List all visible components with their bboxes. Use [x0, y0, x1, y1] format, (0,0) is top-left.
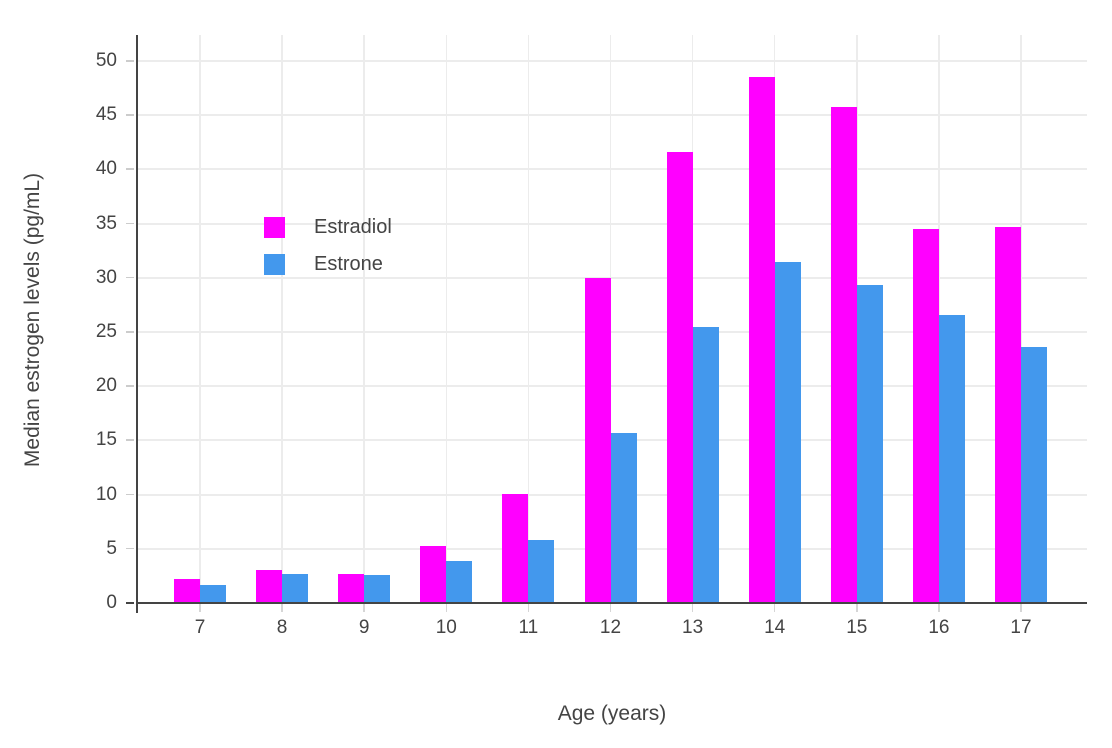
legend: Estradiol Estrone	[264, 216, 392, 276]
y-tick-20	[126, 385, 134, 387]
y-axis-title: Median estrogen levels (pg/mL)	[21, 172, 44, 468]
bar-estrone-age-15[interactable]	[856, 285, 883, 603]
x-tick-label-16: 16	[928, 617, 950, 638]
gridline-x-11	[527, 35, 530, 603]
bar-estradiol-age-7[interactable]	[174, 579, 200, 603]
x-tick-14	[773, 604, 776, 612]
x-tick-16	[938, 604, 940, 612]
y-tick-0	[126, 602, 134, 604]
y-tick-label-5: 5	[106, 537, 117, 559]
gridline-x-8	[281, 35, 283, 603]
bar-estradiol-age-8[interactable]	[256, 570, 283, 603]
x-tick-label-13: 13	[682, 617, 704, 638]
bar-estradiol-age-14[interactable]	[748, 77, 775, 603]
y-tick-10	[126, 493, 134, 496]
x-tick-17	[1020, 604, 1022, 612]
gridline-x-17	[1020, 35, 1022, 603]
bar-estradiol-age-11[interactable]	[502, 493, 529, 603]
gridline-x-9	[363, 35, 365, 603]
x-tick-label-11: 11	[518, 617, 539, 638]
y-tick-label-10: 10	[95, 483, 117, 505]
x-tick-12	[609, 604, 612, 612]
bar-estrone-age-12[interactable]	[610, 432, 637, 603]
bar-estradiol-age-13[interactable]	[666, 152, 693, 603]
x-tick-13	[691, 604, 694, 612]
x-tick-label-15: 15	[846, 617, 868, 638]
bar-estrone-age-7[interactable]	[200, 584, 226, 603]
bar-estradiol-age-9[interactable]	[338, 573, 365, 603]
bar-estradiol-age-17[interactable]	[995, 226, 1021, 603]
y-tick-label-40: 40	[95, 158, 117, 180]
gridline-y-35	[138, 222, 1087, 225]
gridline-x-12	[609, 35, 612, 603]
y-tick-30	[126, 276, 134, 279]
y-tick-15	[126, 439, 134, 441]
bar-estrone-age-9[interactable]	[364, 574, 391, 603]
x-tick-label-14: 14	[764, 617, 786, 638]
x-tick-label-7: 7	[194, 617, 206, 638]
gridline-x-13	[691, 35, 694, 603]
x-tick-10	[445, 604, 448, 612]
y-tick-40	[126, 168, 134, 170]
x-tick-7	[199, 604, 201, 612]
gridline-x-10	[445, 35, 448, 603]
y-tick-label-50: 50	[95, 50, 117, 71]
gridline-y-50	[138, 60, 1087, 62]
x-tick-11	[527, 604, 530, 612]
bar-estrone-age-13[interactable]	[692, 326, 719, 603]
y-tick-50	[126, 60, 134, 62]
bar-estrone-age-14[interactable]	[774, 261, 801, 603]
gridline-y-30	[138, 276, 1087, 279]
gridline-y-20	[138, 385, 1087, 388]
bar-estrone-age-11[interactable]	[528, 540, 555, 603]
y-tick-label-20: 20	[95, 375, 117, 397]
legend-label-estrone: Estrone	[314, 253, 383, 275]
bar-estrone-age-17[interactable]	[1021, 347, 1047, 603]
y-tick-label-25: 25	[95, 321, 117, 342]
y-tick-35	[126, 222, 134, 225]
x-tick-label-10: 10	[435, 617, 457, 638]
x-tick-8	[281, 604, 283, 612]
bar-estradiol-age-12[interactable]	[584, 277, 611, 603]
y-tick-label-35: 35	[95, 212, 117, 234]
x-tick-label-17: 17	[1010, 617, 1032, 638]
gridline-x-7	[199, 35, 201, 603]
bar-estrone-age-8[interactable]	[282, 573, 309, 603]
x-tick-label-12: 12	[599, 617, 622, 638]
gridline-y-40	[138, 168, 1087, 171]
legend-label-estradiol: Estradiol	[314, 216, 392, 238]
bar-estrone-age-10[interactable]	[446, 560, 473, 603]
y-tick-5	[126, 547, 134, 550]
bar-estradiol-age-15[interactable]	[830, 106, 857, 603]
y-axis-line	[136, 35, 138, 613]
y-tick-45	[126, 114, 134, 116]
bar-estrone-age-16[interactable]	[938, 314, 965, 603]
gridline-y-25	[138, 331, 1087, 333]
y-tick-label-0: 0	[106, 592, 117, 613]
y-tick-label-45: 45	[95, 104, 117, 126]
x-tick-15	[856, 604, 858, 612]
bar-estradiol-age-10[interactable]	[420, 545, 447, 603]
gridline-y-45	[138, 114, 1087, 117]
x-tick-label-9: 9	[358, 617, 370, 638]
x-axis-zeroline	[136, 602, 1087, 604]
y-tick-label-30: 30	[95, 266, 117, 288]
legend-item-estrone[interactable]: Estrone	[264, 253, 392, 276]
bar-estradiol-age-16[interactable]	[912, 229, 939, 603]
y-tick-label-15: 15	[95, 429, 117, 451]
x-axis-title: Age (years)	[557, 702, 667, 725]
legend-item-estradiol[interactable]: Estradiol	[264, 216, 392, 239]
plot-area	[136, 35, 1087, 613]
y-tick-25	[126, 331, 134, 333]
legend-swatch-estrone	[264, 254, 285, 275]
x-tick-label-8: 8	[276, 617, 288, 638]
x-tick-9	[363, 604, 365, 612]
legend-swatch-estradiol	[264, 217, 285, 238]
